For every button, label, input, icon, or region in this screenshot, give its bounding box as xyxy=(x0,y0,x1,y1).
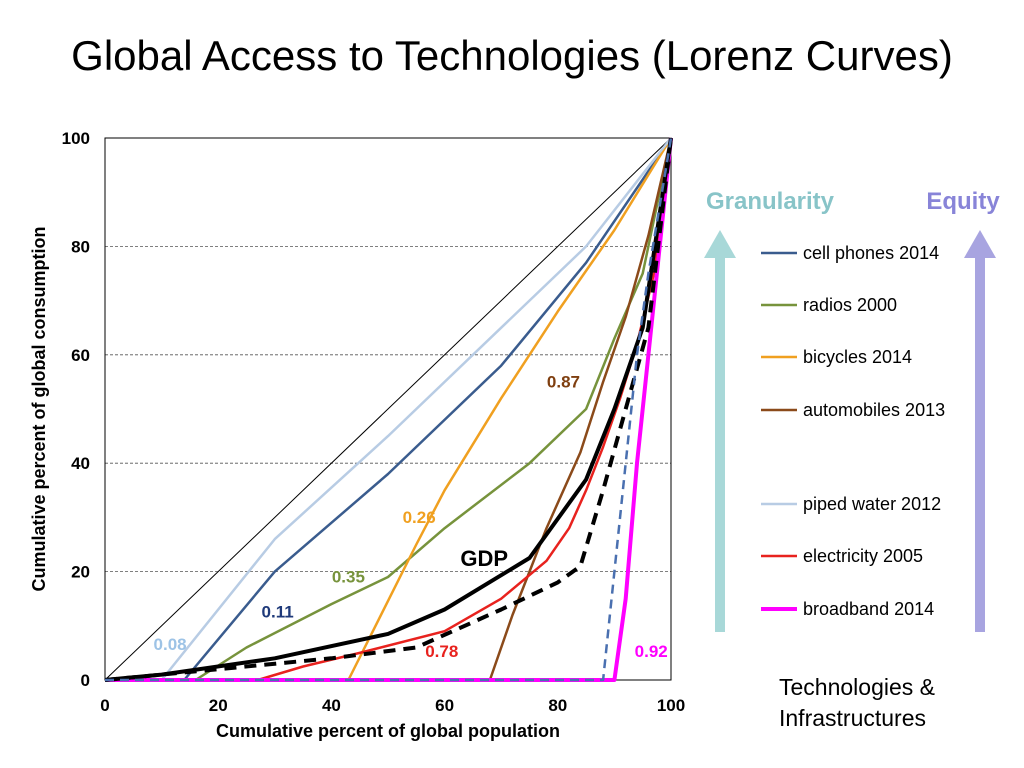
tick-labels: 0 20 40 60 80 100 0 20 40 60 80 100 xyxy=(62,129,686,715)
gini-label: 0.87 xyxy=(547,372,580,391)
legend: cell phones 2014 radios 2000 bicycles 2014… xyxy=(761,243,945,619)
gini-label: 0.35 xyxy=(332,567,365,586)
legend-entry: automobiles 2013 xyxy=(803,400,945,420)
gini-label: 0.11 xyxy=(262,603,294,622)
gini-label: 0.26 xyxy=(403,508,436,527)
legend-entry: electricity 2005 xyxy=(803,546,923,566)
granularity-arrow-head xyxy=(704,230,736,258)
x-tick-label: 80 xyxy=(548,696,567,715)
y-tick-label: 0 xyxy=(81,671,90,690)
gini-label: 0.92 xyxy=(635,642,668,661)
series-auto xyxy=(105,137,673,682)
equity-arrow: Equity xyxy=(926,188,1000,632)
x-axis-label: Cumulative percent of global population xyxy=(216,721,560,741)
x-tick-label: 0 xyxy=(100,696,109,715)
y-tick-label: 60 xyxy=(71,346,90,365)
y-tick-label: 80 xyxy=(71,237,90,256)
y-tick-label: 100 xyxy=(62,129,90,148)
y-tick-label: 40 xyxy=(71,454,90,473)
y-axis-label: Cumulative percent of global consumption xyxy=(29,226,49,591)
gdp-label: GDP xyxy=(460,546,508,571)
series-blue_dashed xyxy=(105,137,673,682)
chart-title: Global Access to Technologies (Lorenz Cu… xyxy=(71,32,953,79)
granularity-arrow: Granularity xyxy=(704,188,835,632)
gini-label: 0.08 xyxy=(154,635,187,654)
gini-label: 0.78 xyxy=(425,642,458,661)
x-tick-label: 40 xyxy=(322,696,341,715)
series-radios xyxy=(105,137,673,682)
legend-entry: radios 2000 xyxy=(803,295,897,315)
x-tick-label: 100 xyxy=(657,696,685,715)
footer-line-1: Technologies & xyxy=(779,674,935,700)
footer-line-2: Infrastructures xyxy=(779,705,926,731)
legend-entry: broadband 2014 xyxy=(803,599,934,619)
granularity-label: Granularity xyxy=(706,188,835,215)
equity-arrow-head xyxy=(964,230,996,258)
series-gdp xyxy=(104,137,673,682)
equity-arrow-shaft xyxy=(975,256,985,632)
series-equality xyxy=(104,137,672,681)
x-tick-label: 60 xyxy=(435,696,454,715)
legend-entry: bicycles 2014 xyxy=(803,347,912,367)
equity-label: Equity xyxy=(926,188,1000,215)
y-tick-label: 20 xyxy=(71,563,90,582)
series-lines xyxy=(104,137,673,682)
series-bicycles xyxy=(105,137,673,682)
legend-entry: piped water 2012 xyxy=(803,494,941,514)
granularity-arrow-shaft xyxy=(715,256,725,632)
gini-annotations: 0.08 0.11 0.35 0.26 0.87 0.78 0.92 xyxy=(154,372,668,661)
legend-entry: cell phones 2014 xyxy=(803,243,939,263)
x-tick-label: 20 xyxy=(209,696,228,715)
